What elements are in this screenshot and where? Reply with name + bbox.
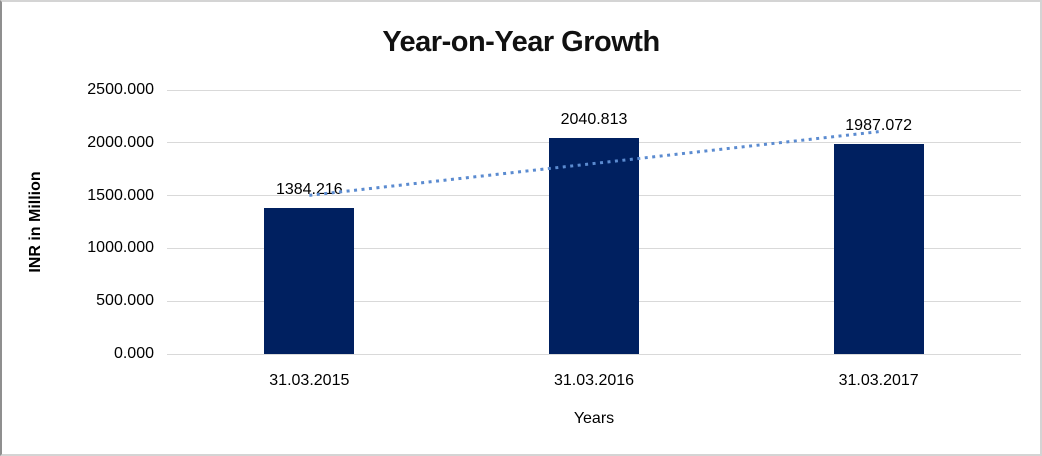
x-axis-tick-label: 31.03.2017 (838, 372, 919, 389)
y-axis-tick-label: 500.000 (96, 292, 154, 310)
bar-31.03.2015 (264, 207, 355, 354)
y-axis-tick-label: 1000.000 (87, 239, 154, 257)
bar-data-label: 1987.072 (845, 117, 913, 135)
x-axis-title: Years (573, 410, 615, 427)
x-axis-tick-label: 31.03.2015 (269, 372, 350, 389)
gridline (167, 89, 1021, 91)
bar-31.03.2016 (549, 138, 639, 354)
bar-data-label: 1384.216 (275, 180, 343, 198)
bar-data-label: 2040.813 (560, 111, 628, 129)
chart-title: Year-on-Year Growth (382, 26, 660, 58)
y-axis-tick-label: 1500.000 (87, 186, 154, 204)
gridline (167, 353, 1021, 355)
y-axis-tick-label: 2000.000 (87, 133, 154, 151)
x-axis-tick-label: 31.03.2016 (553, 372, 635, 389)
y-axis-tick-label: 2500.000 (87, 81, 154, 98)
bar-31.03.2017 (833, 144, 924, 354)
y-axis-tick-label: 0.000 (113, 345, 154, 362)
